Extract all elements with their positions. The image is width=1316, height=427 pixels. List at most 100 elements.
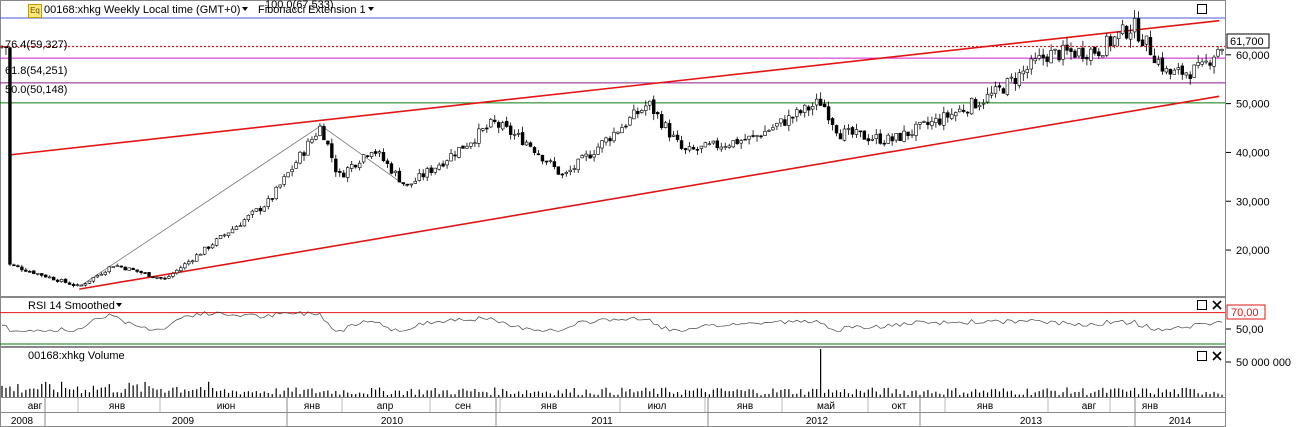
symbol-title[interactable]: 00168:xhkg Weekly Local time (GMT+0) [44, 4, 240, 16]
volume-panel-title[interactable]: 00168:xhkg Volume [28, 350, 125, 362]
candle [318, 123, 322, 137]
candle [210, 243, 215, 250]
candle-body [489, 119, 493, 128]
candle-body [497, 122, 501, 128]
candle-body [139, 270, 143, 274]
candle [417, 168, 421, 182]
candle [413, 177, 417, 184]
candle-body [616, 131, 620, 134]
candle-body [24, 269, 28, 272]
candle [699, 145, 704, 154]
candle-body [1124, 25, 1129, 39]
candle-body [1053, 48, 1057, 51]
candle [898, 132, 902, 142]
candle [1097, 48, 1101, 59]
candle-body [87, 280, 92, 284]
candle [791, 116, 795, 124]
candle-body [1164, 68, 1169, 73]
candle [83, 282, 88, 287]
candle [882, 140, 886, 147]
candle [147, 272, 151, 277]
candle [1208, 59, 1212, 70]
candle-body [302, 152, 306, 156]
rsi-panel-title[interactable]: RSI 14 Smoothed [28, 300, 115, 312]
candle [536, 149, 541, 156]
candle-body [163, 277, 167, 280]
candle-body [115, 265, 119, 267]
x-month-label: авг [1082, 401, 1097, 412]
candle-body [787, 115, 791, 126]
rsi-panel-frame [0, 297, 1226, 347]
candle [1172, 68, 1177, 75]
candle-body [405, 183, 410, 186]
candle [1200, 58, 1204, 67]
candle [1120, 19, 1125, 36]
candle [1128, 24, 1133, 48]
candle-body [711, 140, 716, 144]
candle-body [1021, 70, 1026, 75]
candle [258, 205, 263, 215]
candle [493, 115, 497, 124]
candle-body [1212, 56, 1216, 67]
close-icon[interactable] [1212, 351, 1222, 361]
x-month-label: май [817, 401, 835, 412]
chevron-down-icon[interactable] [116, 303, 122, 307]
candle [1021, 65, 1026, 82]
candle [111, 266, 115, 268]
study-name[interactable]: Fibonacci Extension 1 [258, 4, 366, 16]
price-y-axis: 20,000 30,000 40,000 50,000 60,000 [1226, 50, 1270, 257]
candle [36, 273, 40, 276]
close-icon[interactable] [1212, 300, 1222, 310]
candle-body [795, 109, 799, 117]
candle [803, 104, 807, 118]
candle [250, 209, 255, 218]
candle-body [878, 133, 882, 144]
candle-body [143, 272, 147, 274]
candle-body [445, 160, 449, 166]
candle [687, 142, 692, 153]
candle [24, 267, 28, 272]
candle [266, 195, 270, 210]
candle [242, 218, 247, 227]
price-y-tick-label: 60,000 [1236, 50, 1270, 62]
candle [556, 166, 561, 175]
candle [616, 131, 620, 135]
x-month-label: янв [109, 401, 125, 412]
candle-body [528, 142, 533, 147]
maximize-icon[interactable] [1197, 4, 1207, 14]
candle [159, 277, 163, 280]
maximize-icon[interactable] [1197, 351, 1207, 361]
candle [441, 160, 445, 168]
candle [401, 182, 406, 186]
candle-body [894, 133, 898, 141]
candle [187, 259, 191, 266]
last-price-tag [1226, 33, 1270, 49]
candle-body [755, 135, 759, 137]
chevron-down-icon[interactable] [368, 7, 374, 11]
candle-body [1009, 76, 1014, 79]
candle-body [807, 106, 811, 111]
candle [954, 111, 958, 122]
candle [822, 99, 827, 108]
candle-body [481, 128, 485, 131]
candle [127, 267, 131, 271]
candle [731, 140, 735, 149]
candle-body [214, 238, 219, 246]
candle [946, 110, 950, 123]
candle-body [699, 145, 704, 149]
candle [890, 133, 894, 146]
candle-body [969, 97, 974, 115]
x-axis: авг янв июн янв апр сен янв июл янв май окт янв авг я… [11, 398, 1192, 427]
candle-body [846, 128, 851, 130]
chevron-down-icon[interactable] [242, 7, 248, 11]
candle-body [644, 105, 648, 111]
candle [179, 265, 183, 272]
candle-body [906, 131, 910, 136]
candle-body [504, 120, 509, 127]
candle [1033, 52, 1037, 65]
maximize-icon[interactable] [1197, 300, 1207, 310]
candle-body [961, 109, 966, 112]
candle-body [886, 134, 890, 144]
candle-body [318, 125, 322, 136]
